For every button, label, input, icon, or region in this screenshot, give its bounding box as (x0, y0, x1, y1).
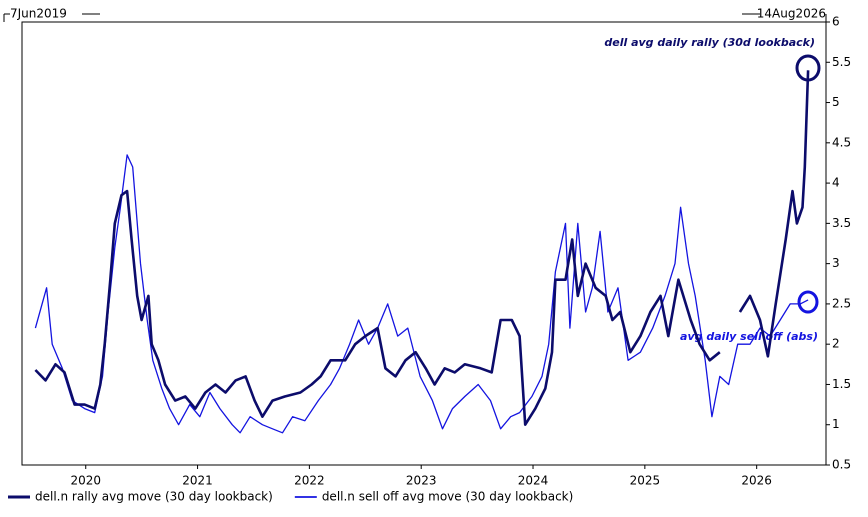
annotation: avg daily sell off (abs) (680, 330, 818, 343)
y-tick-label: 6 (832, 15, 840, 29)
x-tick-label: 2022 (294, 474, 325, 488)
plot-frame (21, 21, 827, 466)
y-tick-label: 1 (832, 417, 840, 431)
y-tick-label: 1.5 (832, 377, 851, 391)
range-end-label: 14Aug2026 (757, 7, 826, 21)
highlight-circle (797, 290, 819, 314)
y-tick-label: 3.5 (832, 216, 851, 230)
series-line (34, 154, 809, 434)
y-tick-label: 2.5 (832, 296, 851, 310)
y-tick-label: 0.5 (832, 458, 851, 472)
x-tick-label: 2023 (406, 474, 437, 488)
y-tick-label: 3 (832, 256, 840, 270)
y-tick-label: 2 (832, 337, 840, 351)
annotation: dell avg daily rally (30d lookback) (604, 36, 815, 49)
range-start-label: 7Jun2019 (10, 7, 67, 21)
x-tick-label: 2025 (630, 474, 661, 488)
x-tick-label: 2026 (741, 474, 772, 488)
y-tick-label: 5.5 (832, 55, 851, 69)
x-tick-label: 2020 (70, 474, 101, 488)
y-tick-label: 4 (832, 176, 840, 190)
series-line (34, 70, 810, 426)
y-tick-label: 4.5 (832, 135, 851, 149)
x-tick-label: 2021 (182, 474, 213, 488)
legend-label: dell.n sell off avg move (30 day lookbac… (322, 490, 573, 504)
legend-label: dell.n rally avg move (30 day lookback) (35, 490, 273, 504)
legend: dell.n rally avg move (30 day lookback) d… (8, 490, 573, 504)
y-tick-label: 5 (832, 95, 840, 109)
x-tick-label: 2024 (518, 474, 549, 488)
